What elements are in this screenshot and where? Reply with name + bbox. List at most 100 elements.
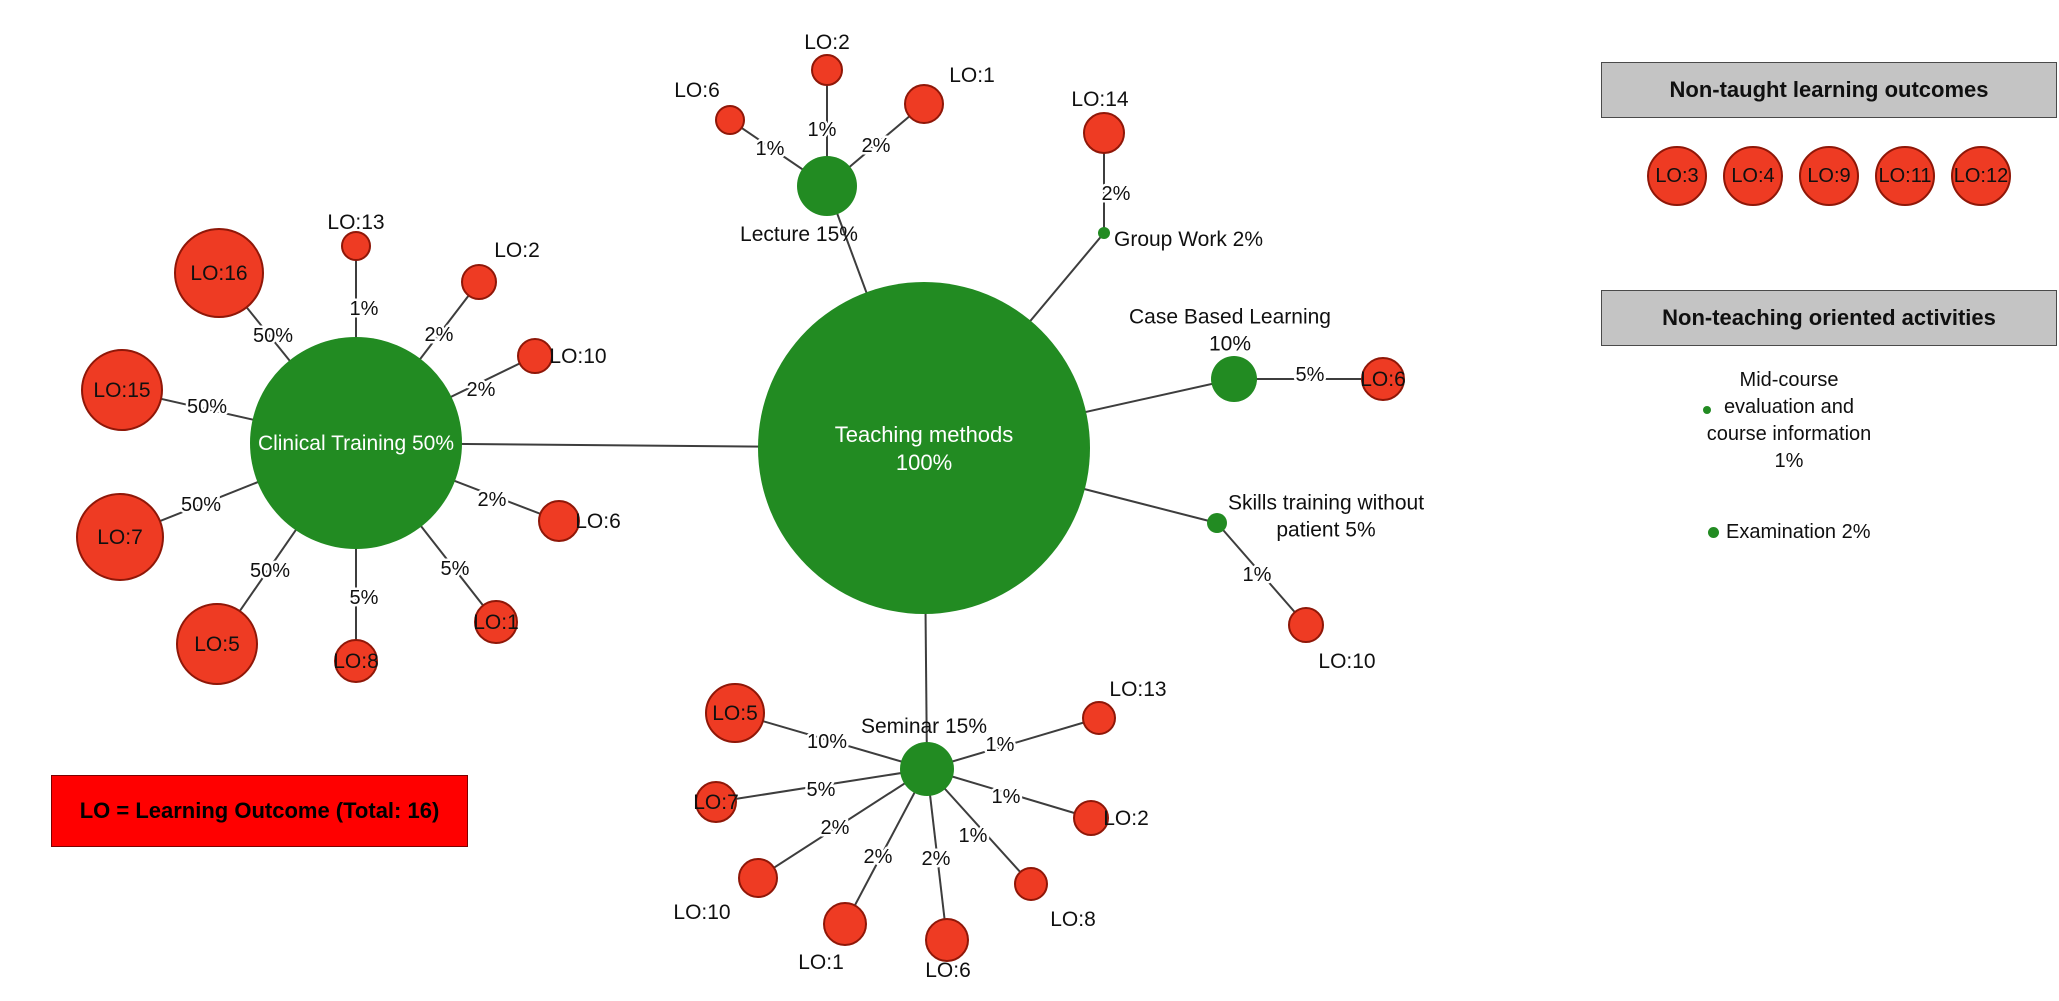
- node-sem-lo1: [823, 902, 867, 946]
- node-clinical: [250, 337, 462, 549]
- edge-label-seminar-sem-lo13: 1%: [986, 734, 1015, 756]
- midcourse-line: evaluation and: [1723, 396, 1855, 418]
- node-seminar: [900, 742, 954, 796]
- label-sem-lo7: LO:7: [693, 791, 739, 814]
- label-sem-lo10: LO:10: [673, 901, 730, 924]
- node-sem-lo13: [1082, 701, 1116, 735]
- edge-seminar-sem-lo10: [757, 768, 928, 879]
- midcourse-line: Mid-course: [1739, 369, 1839, 391]
- non-taught-panel-title: Non-taught learning outcomes: [1669, 77, 1989, 102]
- edge-label-clinical-ct-lo10: 2%: [467, 379, 496, 401]
- edge-label-clinical-ct-lo6: 2%: [478, 489, 507, 511]
- edge-label-skills-st-lo10: 1%: [1243, 564, 1272, 586]
- label-lecture: Lecture 15%: [740, 223, 858, 246]
- label-ct-lo6: LO:6: [575, 510, 621, 533]
- label-ct-lo5: LO:5: [194, 633, 240, 656]
- edge-label-clinical-ct-lo7: 50%: [181, 494, 221, 516]
- label-ct-lo1: LO:1: [473, 611, 519, 634]
- label-clinical: Clinical Training 50%: [258, 432, 454, 455]
- edge-label-lecture-lec-lo1: 2%: [862, 135, 891, 157]
- node-teaching: [758, 282, 1090, 614]
- examination-label: Examination 2%: [1726, 521, 1871, 543]
- edge-label-clinical-ct-lo15: 50%: [187, 396, 227, 418]
- edge-label-seminar-sem-lo2: 1%: [992, 786, 1021, 808]
- legend-text: LO = Learning Outcome (Total: 16): [79, 798, 440, 823]
- node-lec-lo1: [904, 84, 944, 124]
- edge-label-clinical-ct-lo5: 50%: [250, 560, 290, 582]
- node-sem-lo10: [738, 858, 778, 898]
- edge-label-lecture-lec-lo2: 1%: [808, 119, 837, 141]
- node-skills: [1207, 513, 1227, 533]
- midcourse-evaluation-dot: [1703, 406, 1711, 414]
- midcourse-line: 1%: [1774, 450, 1804, 472]
- edge-label-seminar-sem-lo6: 2%: [922, 848, 951, 870]
- node-sem-lo2: [1073, 800, 1109, 836]
- edge-label-casebased-cbl-lo6: 5%: [1296, 364, 1325, 386]
- label-sem-lo2: LO:2: [1103, 807, 1149, 830]
- midcourse-evaluation-label: Mid-course evaluation and course informa…: [1639, 367, 1939, 475]
- label-ct-lo7: LO:7: [97, 526, 143, 549]
- node-ct-lo7: [76, 493, 164, 581]
- node-ct-lo5: [176, 603, 258, 685]
- node-sem-lo5: [705, 683, 765, 743]
- label-gw-lo14: LO:14: [1071, 88, 1129, 111]
- node-cbl-lo6: [1361, 357, 1405, 401]
- node-ct-lo1: [474, 600, 518, 644]
- label-lec-lo1: LO:1: [949, 64, 995, 87]
- examination-dot: [1708, 527, 1719, 538]
- node-groupwork: [1098, 227, 1110, 239]
- node-ct-lo16: [174, 228, 264, 318]
- non-taught-lo-circle: LO:3: [1647, 146, 1707, 206]
- label-cbl-lo6: LO:6: [1360, 368, 1406, 391]
- edge-seminar-sem-lo7: [715, 768, 928, 803]
- edge-label-groupwork-gw-lo14: 2%: [1102, 183, 1131, 205]
- edge-label-lecture-lec-lo6: 1%: [756, 138, 785, 160]
- node-ct-lo13: [341, 231, 371, 261]
- node-ct-lo15: [81, 349, 163, 431]
- edge-label-clinical-ct-lo13: 1%: [350, 298, 379, 320]
- non-taught-lo-circle: LO:12: [1951, 146, 2011, 206]
- legend-box: LO = Learning Outcome (Total: 16): [51, 775, 468, 847]
- node-ct-lo10: [517, 338, 553, 374]
- node-gw-lo14: [1083, 112, 1125, 154]
- label-sem-lo1: LO:1: [798, 951, 844, 974]
- non-taught-panel-header: Non-taught learning outcomes: [1601, 62, 2057, 118]
- label-ct-lo10: LO:10: [549, 345, 606, 368]
- node-ct-lo2: [461, 264, 497, 300]
- edge-seminar-sem-lo6: [926, 768, 948, 941]
- node-lecture: [797, 156, 857, 216]
- edge-label-clinical-ct-lo2: 2%: [425, 324, 454, 346]
- label-groupwork: Group Work 2%: [1114, 228, 1263, 251]
- edge-skills-st-lo10: [1216, 522, 1307, 626]
- label-ct-lo2: LO:2: [494, 239, 540, 262]
- node-lec-lo2: [811, 54, 843, 86]
- label-ct-lo8: LO:8: [333, 650, 379, 673]
- node-lec-lo6: [715, 105, 745, 135]
- edge-label-seminar-sem-lo5: 10%: [807, 731, 847, 753]
- label-seminar: Seminar 15%: [861, 715, 987, 738]
- label-sem-lo5: LO:5: [712, 702, 758, 725]
- label-ct-lo13: LO:13: [327, 211, 384, 234]
- label-ct-lo15: LO:15: [93, 379, 150, 402]
- non-teaching-panel-title: Non-teaching oriented activities: [1662, 305, 1996, 330]
- edge-label-clinical-ct-lo8: 5%: [350, 587, 379, 609]
- edge-label-seminar-sem-lo8: 1%: [959, 825, 988, 847]
- edge-label-clinical-ct-lo1: 5%: [441, 558, 470, 580]
- non-taught-lo-circle: LO:9: [1799, 146, 1859, 206]
- edge-seminar-sem-lo5: [734, 712, 928, 770]
- non-taught-outcomes-row: LO:3 LO:4 LO:9 LO:11 LO:12: [1601, 146, 2057, 206]
- label-st-lo10: LO:10: [1318, 650, 1375, 673]
- node-casebased: [1211, 356, 1257, 402]
- node-sem-lo7: [695, 781, 737, 823]
- node-ct-lo8: [334, 639, 378, 683]
- edge-label-seminar-sem-lo10: 2%: [821, 817, 850, 839]
- edge-label-seminar-sem-lo7: 5%: [807, 779, 836, 801]
- label-lec-lo2: LO:2: [804, 31, 850, 54]
- edge-seminar-sem-lo13: [926, 717, 1100, 770]
- non-taught-lo-circle: LO:11: [1875, 146, 1935, 206]
- label-skills: Skills training without patient 5%: [1228, 491, 1424, 541]
- edge-label-seminar-sem-lo1: 2%: [864, 846, 893, 868]
- label-sem-lo13: LO:13: [1109, 678, 1166, 701]
